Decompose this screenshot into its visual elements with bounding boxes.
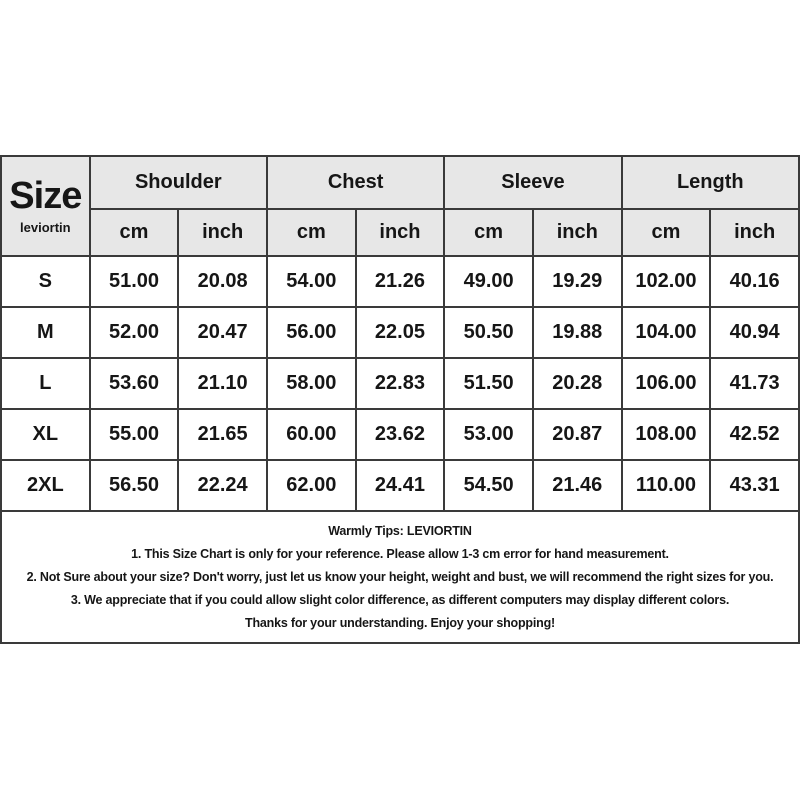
value-cell: 55.00	[88, 408, 180, 461]
group-header-sleeve: Sleeve	[443, 155, 623, 210]
value-cell: 21.46	[531, 459, 623, 512]
value-cell: 51.00	[88, 255, 180, 308]
size-row-label: XL	[0, 408, 91, 461]
value-cell: 19.29	[531, 255, 623, 308]
tips-line-1: 1. This Size Chart is only for your refe…	[131, 546, 669, 561]
tips-line-3: 3. We appreciate that if you could allow…	[70, 592, 730, 607]
value-cell: 108.00	[620, 408, 712, 461]
value-cell: 56.50	[88, 459, 180, 512]
table-row-2xl: 2XL 56.50 22.24 62.00 24.41 54.50 21.46 …	[0, 459, 800, 512]
value-cell: 104.00	[620, 306, 712, 359]
table-row-m: M 52.00 20.47 56.00 22.05 50.50 19.88 10…	[0, 306, 800, 359]
value-cell: 53.00	[443, 408, 534, 461]
unit-header-length-cm: cm	[620, 208, 712, 257]
value-cell: 110.00	[620, 459, 712, 512]
brand-name: leviortin	[20, 219, 71, 235]
unit-header-chest-cm: cm	[265, 208, 357, 257]
unit-header-sleeve-inch: inch	[531, 208, 623, 257]
value-cell: 41.73	[709, 357, 800, 410]
value-cell: 102.00	[620, 255, 712, 308]
tips-row: Warmly Tips: LEVIORTIN 1. This Size Char…	[0, 510, 800, 644]
value-cell: 56.00	[265, 306, 357, 359]
group-header-length: Length	[620, 155, 800, 210]
group-header-chest: Chest	[265, 155, 446, 210]
value-cell: 53.60	[88, 357, 180, 410]
table-row-s: S 51.00 20.08 54.00 21.26 49.00 19.29 10…	[0, 255, 800, 308]
value-cell: 49.00	[443, 255, 534, 308]
size-chart-title: Size	[9, 175, 82, 218]
size-row-label: 2XL	[0, 459, 91, 512]
tips-line-2: 2. Not Sure about your size? Don't worry…	[26, 569, 774, 584]
unit-header-chest-inch: inch	[354, 208, 446, 257]
value-cell: 20.87	[531, 408, 623, 461]
value-cell: 54.00	[265, 255, 357, 308]
value-cell: 23.62	[354, 408, 446, 461]
value-cell: 19.88	[531, 306, 623, 359]
tips-line-4: Thanks for your understanding. Enjoy you…	[245, 615, 555, 630]
value-cell: 43.31	[709, 459, 800, 512]
size-chart-table: Size leviortin Shoulder Chest Sleeve Len…	[0, 155, 800, 644]
group-header-row: Size leviortin Shoulder Chest Sleeve Len…	[0, 155, 800, 257]
unit-header-sleeve-cm: cm	[443, 208, 534, 257]
value-cell: 21.10	[177, 357, 268, 410]
tips-title: Warmly Tips: LEVIORTIN	[328, 523, 472, 538]
tips-section: Warmly Tips: LEVIORTIN 1. This Size Char…	[0, 510, 800, 644]
value-cell: 21.26	[354, 255, 446, 308]
value-cell: 24.41	[354, 459, 446, 512]
table-row-xl: XL 55.00 21.65 60.00 23.62 53.00 20.87 1…	[0, 408, 800, 461]
value-cell: 42.52	[709, 408, 800, 461]
value-cell: 40.94	[709, 306, 800, 359]
value-cell: 51.50	[443, 357, 534, 410]
value-cell: 40.16	[709, 255, 800, 308]
value-cell: 52.00	[88, 306, 180, 359]
unit-header-shoulder-inch: inch	[177, 208, 268, 257]
value-cell: 21.65	[177, 408, 268, 461]
value-cell: 22.05	[354, 306, 446, 359]
value-cell: 62.00	[265, 459, 357, 512]
value-cell: 50.50	[443, 306, 534, 359]
group-header-shoulder: Shoulder	[88, 155, 268, 210]
size-row-label: S	[0, 255, 91, 308]
value-cell: 60.00	[265, 408, 357, 461]
value-cell: 20.47	[177, 306, 268, 359]
value-cell: 22.83	[354, 357, 446, 410]
unit-header-shoulder-cm: cm	[88, 208, 180, 257]
size-row-label: M	[0, 306, 91, 359]
table-row-l: L 53.60 21.10 58.00 22.83 51.50 20.28 10…	[0, 357, 800, 410]
value-cell: 22.24	[177, 459, 268, 512]
value-cell: 20.28	[531, 357, 623, 410]
value-cell: 58.00	[265, 357, 357, 410]
unit-header-length-inch: inch	[709, 208, 800, 257]
value-cell: 20.08	[177, 255, 268, 308]
size-corner-cell: Size leviortin	[0, 155, 91, 257]
value-cell: 54.50	[443, 459, 534, 512]
size-row-label: L	[0, 357, 91, 410]
unit-header-row: cm inch cm inch cm inch cm inch	[1, 208, 800, 257]
value-cell: 106.00	[620, 357, 712, 410]
